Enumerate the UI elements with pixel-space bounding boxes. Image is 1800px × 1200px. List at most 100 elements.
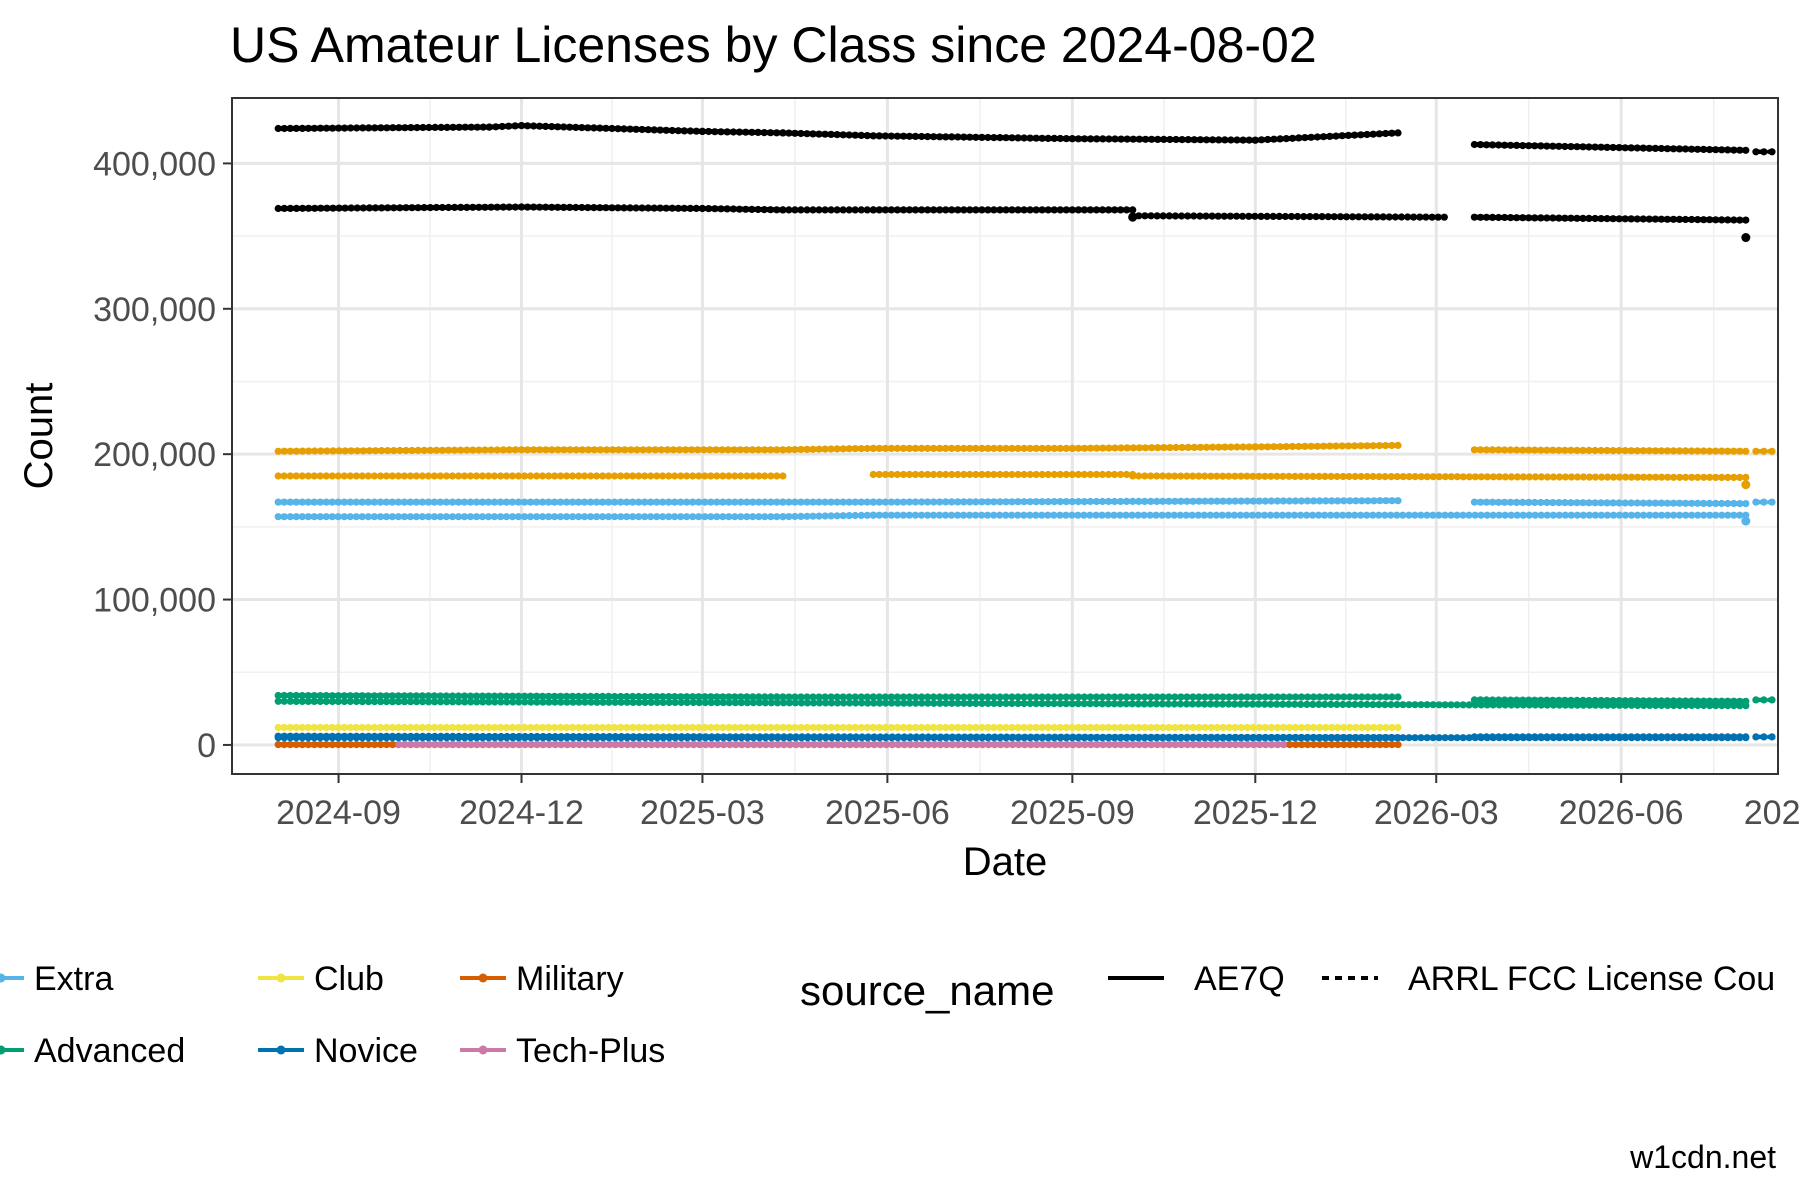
data-point [442,723,450,732]
data-point [674,204,682,212]
data-point [942,740,951,749]
data-point [1122,734,1130,742]
data-point [322,697,330,706]
data-point [1123,723,1131,732]
data-point [1700,701,1708,710]
data-point [1220,212,1228,220]
data-point [1768,498,1776,506]
data-point [660,740,668,749]
data-point [611,472,619,480]
data-point [899,693,908,701]
data-point [743,723,751,732]
data-point [1074,498,1082,506]
data-point [1171,212,1179,220]
data-point [1399,701,1407,709]
data-point [1417,473,1425,481]
data-point [394,513,402,521]
data-point [810,734,818,742]
data-point [1188,511,1196,519]
data-point [1051,740,1059,749]
data-point [569,734,577,742]
data-point [725,693,733,701]
data-point [1477,473,1485,481]
data-point [502,513,511,521]
data-point [1358,693,1366,701]
data-point [310,697,318,706]
data-point [472,498,481,506]
data-point [1399,734,1407,742]
data-point [496,513,505,521]
data-point [815,130,823,138]
data-point [1352,723,1360,732]
data-point [1688,499,1696,507]
data-point [803,734,812,742]
data-point [1639,499,1647,507]
data-point [394,698,403,706]
data-point [839,498,847,506]
data-point [605,498,613,506]
data-point [1567,701,1575,709]
data-point [1014,734,1022,742]
data-point [328,734,336,742]
data-point [930,723,938,732]
data-point [1310,693,1318,701]
data-point [978,693,986,701]
data-point [1184,212,1192,220]
data-point [484,723,493,732]
data-point [672,740,680,749]
data-point [1141,740,1149,749]
data-point [659,693,667,701]
data-point [960,740,969,749]
data-point [1376,741,1384,749]
x-tick-label: 2026-06 [1559,794,1684,832]
data-point [930,693,938,701]
data-point [364,734,373,742]
data-point [629,498,637,506]
data-point [936,470,944,479]
data-point [1303,700,1311,709]
data-point [1531,498,1539,507]
data-point [1045,740,1053,749]
data-point [1068,734,1076,742]
data-point [1141,212,1149,220]
data-point [785,129,793,137]
data-point [1664,473,1672,481]
data-point [508,472,517,480]
data-point [1453,511,1461,519]
data-point [1742,702,1750,710]
data-point [1573,499,1581,507]
data-point [960,470,968,479]
data-point [978,498,986,506]
data-point [499,203,507,211]
data-point [978,470,986,479]
data-point [1093,444,1101,452]
data-point [1321,472,1329,480]
legend-point [0,1045,6,1055]
data-point [923,511,932,519]
data-point [1752,498,1760,506]
data-point [966,511,974,519]
data-point [346,498,354,506]
x-tick-label: 2025-03 [640,794,765,832]
data-point [496,692,505,700]
data-point [816,699,824,707]
data-point [810,740,818,749]
data-point [1369,734,1377,742]
data-point [1688,511,1696,519]
data-point [1062,734,1070,742]
data-point [407,740,415,749]
data-point [1153,723,1161,732]
data-point [1153,497,1161,505]
data-point [323,447,331,455]
data-point [1189,497,1197,505]
data-point [424,498,432,506]
data-point [887,470,896,479]
data-point [1724,734,1732,742]
data-point [750,740,758,749]
data-point [286,734,294,742]
data-point [1681,499,1690,507]
data-point [1658,511,1666,519]
data-point [358,513,366,521]
data-point [1231,693,1239,701]
